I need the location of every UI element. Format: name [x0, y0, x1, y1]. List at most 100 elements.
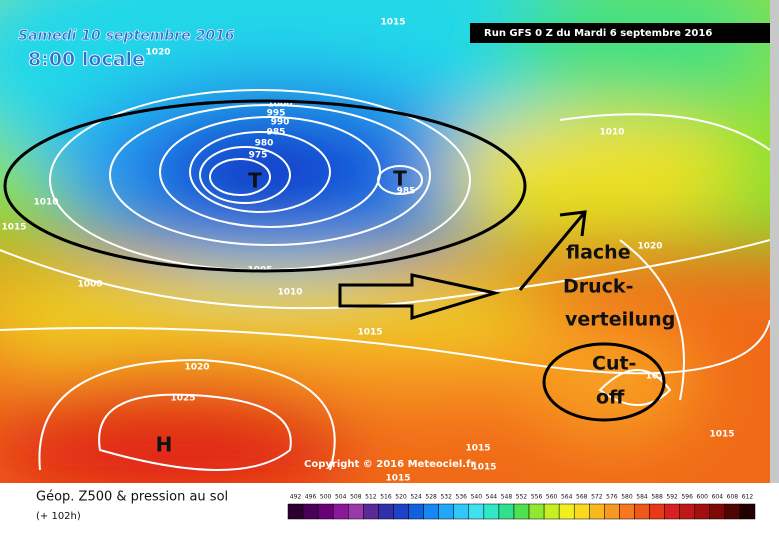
colorbar-cell — [287, 503, 304, 520]
isobar-label: 980 — [255, 139, 274, 149]
colorbar-cell — [649, 503, 665, 520]
isobar-label: 985 — [397, 187, 416, 197]
colorbar-label: 512 — [365, 494, 377, 501]
colorbar-cell — [348, 503, 364, 520]
colorbar-label: 520 — [395, 494, 407, 501]
isobar-label: 1000 — [77, 280, 102, 290]
colorbar-label: 544 — [486, 494, 498, 501]
map-time: 8:00 locale — [28, 49, 145, 71]
annotation-shapes — [3, 99, 666, 422]
colorbar-label: 592 — [666, 494, 678, 501]
colorbar-cell — [679, 503, 695, 520]
copyright: Copyright © 2016 Meteociel.fr — [304, 459, 475, 470]
colorbar-label: 588 — [651, 494, 663, 501]
isobar-label: 1020 — [145, 48, 170, 58]
map-date: Samedi 10 septembre 2016 — [18, 28, 235, 44]
colorbar-label: 600 — [697, 494, 709, 501]
isobar-label: 1025 — [170, 394, 195, 404]
colorbar-label: 560 — [546, 494, 558, 501]
map-field — [0, 0, 770, 483]
isobar-label: 1015 — [1, 223, 26, 233]
colorbar-label: 508 — [350, 494, 362, 501]
isobar-label: 1010 — [599, 128, 624, 138]
isobar-label: 101 — [646, 372, 665, 382]
colorbar-label: 540 — [471, 494, 483, 501]
isobar-label: 1020 — [637, 242, 662, 252]
isobar-label: 1015 — [465, 444, 490, 454]
annotation: Druck- — [563, 276, 633, 298]
colorbar-cell — [408, 503, 424, 520]
colorbar-label: 536 — [456, 494, 468, 501]
colorbar-cell — [709, 503, 726, 520]
isobar-label: 985 — [267, 128, 286, 138]
colorbar-cell — [498, 503, 515, 520]
colorbar-label: 580 — [621, 494, 633, 501]
colorbar-cell — [423, 503, 439, 520]
colorbar-cell — [558, 503, 575, 520]
colorbar-label: 500 — [320, 494, 332, 501]
colorbar-label: 496 — [305, 494, 317, 501]
colorbar-label: 576 — [606, 494, 618, 501]
colorbar-cell — [468, 503, 485, 520]
colorbar-cell — [619, 503, 635, 520]
colorbar-cell — [739, 503, 756, 520]
isobar-label: 1010 — [277, 288, 302, 298]
colorbar-cell — [664, 503, 680, 520]
isobar-label: 1010 — [33, 198, 58, 208]
colorbar-cell — [317, 503, 334, 520]
colorbar-cell — [724, 503, 741, 520]
colorbar-cell — [453, 503, 470, 520]
isobar-label: 1020 — [184, 363, 209, 373]
colorbar-cell — [543, 503, 560, 520]
colorbar-cell — [513, 503, 530, 520]
forecast-lead: (+ 102h) — [36, 511, 81, 522]
colorbar-label: 548 — [501, 494, 513, 501]
isobar-label: 995 — [267, 109, 286, 119]
colorbar-label: 528 — [425, 494, 437, 501]
colorbar-label: 524 — [410, 494, 422, 501]
colorbar-label: 564 — [561, 494, 573, 501]
colorbar-label: 596 — [681, 494, 693, 501]
colorbar-cell — [528, 503, 545, 520]
colorbar-cell — [634, 503, 650, 520]
annotation: Cut- — [592, 353, 636, 375]
colorbar-cell — [483, 503, 500, 520]
colorbar-label: 572 — [591, 494, 603, 501]
colorbar-cell — [302, 503, 319, 520]
isobar-label: 1015 — [357, 328, 382, 338]
low-center: T — [248, 169, 262, 193]
isobar-label: 1015 — [380, 18, 405, 28]
colorbar-cell — [438, 503, 454, 520]
colorbar-cell — [589, 503, 605, 520]
colorbar-label: 516 — [380, 494, 392, 501]
isobar-label: 1015 — [471, 463, 496, 473]
isobar-label: 990 — [271, 118, 290, 128]
colorbar-cell — [363, 503, 379, 520]
colorbar-cell — [604, 503, 620, 520]
scroll-strip — [770, 0, 779, 483]
annotation: off — [596, 387, 625, 409]
colorbar-label: 556 — [531, 494, 543, 501]
low-center: T — [393, 167, 407, 191]
isobar-label: 975 — [249, 151, 268, 161]
colorbar-cell — [378, 503, 394, 520]
colorbar-cell — [573, 503, 590, 520]
run-info: Run GFS 0 Z du Mardi 6 septembre 2016 — [484, 28, 712, 39]
colorbar-label: 604 — [712, 494, 724, 501]
colorbar-label: 492 — [290, 494, 302, 501]
annotation: verteilung — [565, 309, 675, 331]
isobar-label: 1000 — [267, 100, 292, 110]
colorbar: 492 496 500 504 508 512 516 520 524 528 532 536 540 5… — [287, 494, 756, 520]
colorbar-cell — [694, 503, 711, 520]
legend-title: Géop. Z500 & pression au sol — [36, 490, 228, 505]
annotation: flache — [566, 242, 631, 264]
colorbar-cell — [332, 503, 349, 520]
isobar-label: 1015 — [385, 474, 410, 484]
colorbar-cell — [393, 503, 409, 520]
colorbar-label: 612 — [742, 494, 754, 501]
colorbar-label: 608 — [727, 494, 739, 501]
colorbar-label: 504 — [335, 494, 347, 501]
colorbar-label: 552 — [516, 494, 528, 501]
isobar-label: 1015 — [709, 430, 734, 440]
